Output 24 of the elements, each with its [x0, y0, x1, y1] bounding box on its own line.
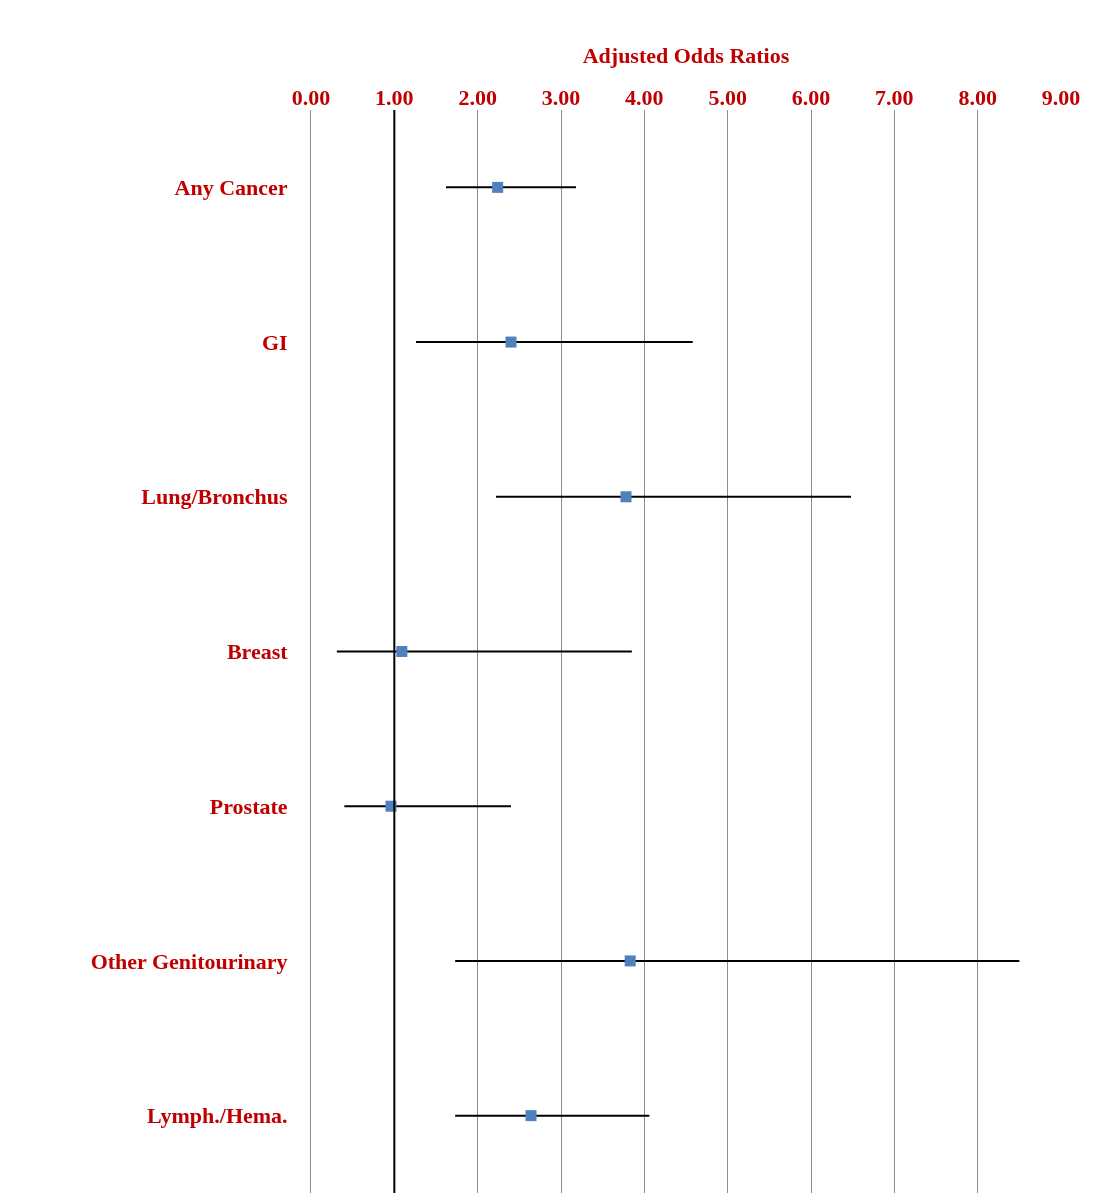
x-tick-label: 6.00 [791, 84, 831, 110]
x-tick-label: 3.00 [541, 84, 581, 110]
x-tick-label: 8.00 [958, 84, 997, 110]
x-tick-label: 5.00 [708, 84, 747, 110]
x-tick-label: 2.00 [458, 84, 497, 110]
point [624, 955, 636, 967]
x-tick-label: 9.00 [1041, 84, 1081, 110]
point [620, 491, 632, 503]
y-tick-label: Breast [226, 639, 289, 665]
point [525, 1110, 537, 1122]
point [505, 336, 517, 348]
y-tick-label: GI [261, 329, 288, 355]
y-tick-label: Lymph./Hema. [147, 1103, 288, 1129]
y-tick-label: Other Genitourinary [90, 948, 288, 974]
y-tick-label: Any Cancer [174, 175, 288, 201]
x-tick-label: 7.00 [875, 84, 914, 110]
x-tick-label: 0.00 [291, 84, 331, 110]
y-tick-label: Prostate [209, 793, 288, 819]
x-tick-label: 4.00 [625, 84, 664, 110]
x-tick-label: 1.00 [375, 84, 414, 110]
point [492, 181, 504, 193]
y-tick-label: Lung/Bronchus [141, 484, 289, 510]
x-axis-title: Adjusted Odds Ratios [582, 43, 790, 69]
point [396, 646, 408, 657]
